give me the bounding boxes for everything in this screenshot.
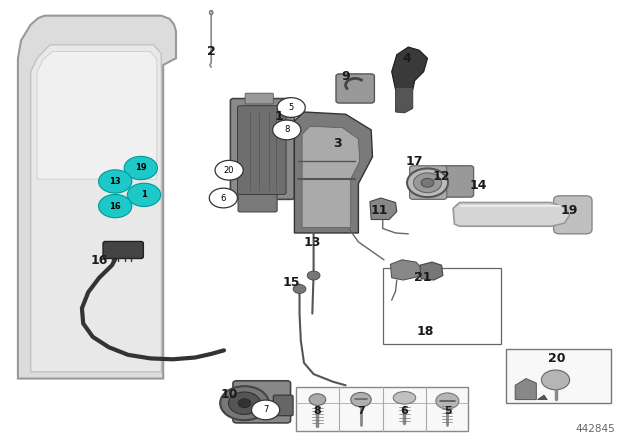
FancyBboxPatch shape [410, 166, 447, 199]
Text: 13: 13 [109, 177, 121, 186]
Text: 442845: 442845 [576, 424, 616, 434]
Text: 8: 8 [284, 125, 289, 134]
Text: 6: 6 [221, 194, 226, 202]
Text: 9: 9 [341, 69, 350, 83]
Text: 7: 7 [263, 405, 268, 414]
FancyBboxPatch shape [273, 395, 293, 416]
Polygon shape [302, 126, 360, 228]
Circle shape [307, 271, 320, 280]
Circle shape [541, 370, 570, 390]
Text: 13: 13 [303, 236, 321, 250]
Text: 17: 17 [406, 155, 424, 168]
Circle shape [215, 160, 243, 180]
Text: 5: 5 [444, 406, 452, 416]
Circle shape [293, 284, 306, 293]
Circle shape [228, 392, 260, 414]
FancyBboxPatch shape [230, 99, 294, 199]
Polygon shape [37, 52, 157, 179]
FancyBboxPatch shape [245, 93, 273, 104]
Circle shape [277, 98, 305, 117]
FancyBboxPatch shape [103, 241, 143, 258]
Circle shape [252, 400, 280, 420]
Text: 12: 12 [433, 170, 451, 184]
Text: 10: 10 [220, 388, 238, 401]
Circle shape [124, 156, 157, 180]
FancyBboxPatch shape [506, 349, 611, 403]
Text: 6: 6 [401, 406, 408, 416]
Circle shape [421, 178, 434, 187]
Text: 19: 19 [561, 204, 579, 217]
FancyBboxPatch shape [296, 387, 468, 431]
Text: 16: 16 [109, 202, 121, 211]
Polygon shape [453, 202, 570, 226]
Circle shape [238, 399, 251, 408]
FancyBboxPatch shape [238, 191, 277, 212]
Polygon shape [370, 198, 397, 220]
Text: 11: 11 [371, 204, 388, 217]
Text: 16: 16 [90, 254, 108, 267]
Text: 15: 15 [282, 276, 300, 289]
Text: 18: 18 [417, 325, 435, 338]
Circle shape [99, 170, 132, 193]
Circle shape [309, 394, 326, 405]
Circle shape [127, 183, 161, 207]
Circle shape [220, 386, 269, 420]
Circle shape [209, 188, 237, 208]
Polygon shape [396, 87, 413, 113]
Circle shape [273, 120, 301, 140]
Polygon shape [390, 260, 422, 280]
Text: 21: 21 [413, 271, 431, 284]
Text: 20: 20 [548, 352, 566, 365]
Polygon shape [515, 379, 536, 400]
Text: 4: 4 [402, 52, 411, 65]
FancyBboxPatch shape [237, 106, 286, 194]
Polygon shape [31, 45, 161, 372]
Circle shape [413, 173, 442, 193]
Polygon shape [420, 262, 443, 280]
FancyBboxPatch shape [438, 166, 474, 197]
Text: 5: 5 [289, 103, 294, 112]
Text: 19: 19 [135, 164, 147, 172]
Polygon shape [392, 47, 428, 90]
Circle shape [99, 194, 132, 218]
Text: 1: 1 [141, 190, 147, 199]
FancyBboxPatch shape [554, 196, 592, 234]
Text: 8: 8 [313, 406, 321, 416]
FancyBboxPatch shape [336, 74, 374, 103]
Text: 14: 14 [470, 179, 488, 193]
Polygon shape [294, 112, 372, 233]
Text: 20: 20 [224, 166, 234, 175]
Text: 2: 2 [207, 45, 216, 58]
Ellipse shape [393, 392, 416, 404]
FancyBboxPatch shape [233, 381, 291, 423]
Circle shape [407, 168, 448, 197]
Polygon shape [18, 16, 176, 379]
Circle shape [436, 393, 459, 409]
Ellipse shape [209, 10, 213, 15]
Text: 7: 7 [357, 406, 365, 416]
Text: 1: 1 [275, 110, 284, 123]
Polygon shape [538, 395, 547, 400]
Text: 3: 3 [333, 137, 342, 150]
Circle shape [351, 392, 371, 407]
